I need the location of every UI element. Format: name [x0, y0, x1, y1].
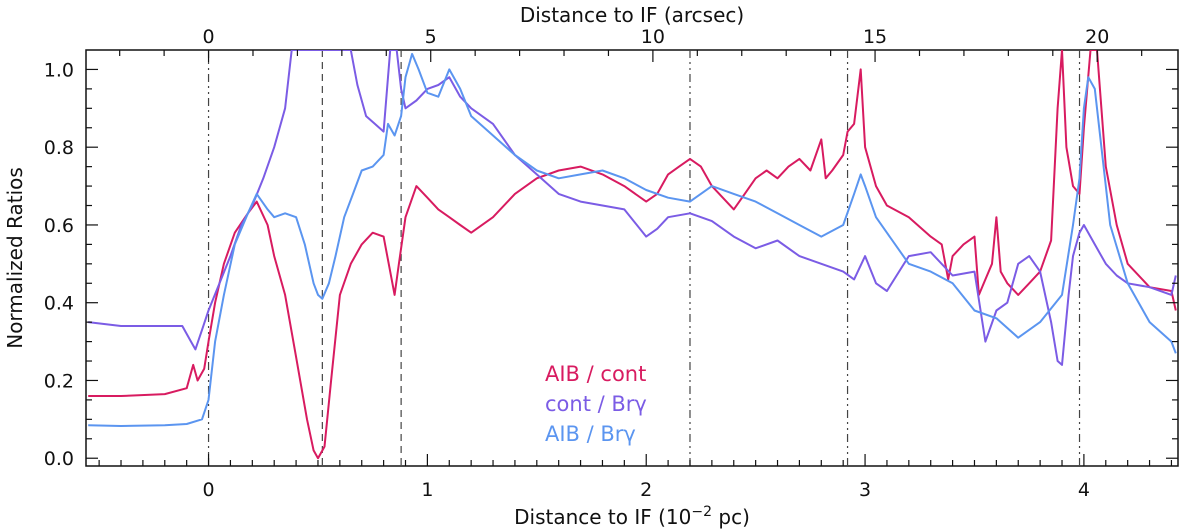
series-line-2	[88, 52, 1177, 427]
top-tick-label-3: 15	[863, 26, 887, 48]
x-tick-label-2: 2	[640, 479, 652, 501]
top-tick-label-4: 20	[1085, 26, 1109, 48]
x-tick-label-3: 3	[859, 479, 871, 501]
y-axis-title: Normalized Ratios	[3, 167, 27, 349]
y-tick-label-3: 0.6	[44, 215, 74, 237]
top-tick-label-1: 5	[425, 26, 437, 48]
y-tick-label-1: 0.2	[44, 370, 74, 392]
x-tick-label-4: 4	[1078, 479, 1090, 501]
top-axis-title: Distance to IF (arcsec)	[520, 3, 744, 27]
top-tick-label-2: 10	[641, 26, 665, 48]
plot-frame	[85, 49, 1179, 467]
y-tick-label-4: 0.8	[44, 137, 74, 159]
bottom-axis-title-suffix: pc)	[712, 505, 750, 529]
bottom-axis-title-exponent: −2	[691, 504, 712, 520]
series-line-1	[88, 50, 1177, 366]
legend-item-aib-cont: AIB / cont	[545, 362, 646, 386]
bottom-axis-title: Distance to IF (10−2 pc)	[514, 504, 750, 529]
bottom-axis-title-prefix: Distance to IF (10	[514, 505, 691, 529]
y-tick-label-2: 0.4	[44, 293, 74, 315]
series-group	[88, 50, 1177, 460]
top-tick-label-0: 0	[203, 26, 215, 48]
legend-item-cont-brg: cont / Brγ	[545, 392, 647, 416]
legend-item-aib-brg: AIB / Brγ	[545, 422, 636, 446]
y-tick-label-5: 1.0	[44, 59, 74, 81]
reference-lines	[207, 50, 1081, 466]
x-tick-label-1: 1	[421, 479, 433, 501]
ticks-group: 0 1 2 3 4 0 5 10 15 20 0.0 0.2 0.4 0.6 0.8 1.0	[44, 26, 1178, 501]
legend: AIB / cont cont / Brγ AIB / Brγ	[545, 362, 647, 446]
x-tick-label-0: 0	[203, 479, 215, 501]
y-tick-label-0: 0.0	[44, 448, 74, 470]
